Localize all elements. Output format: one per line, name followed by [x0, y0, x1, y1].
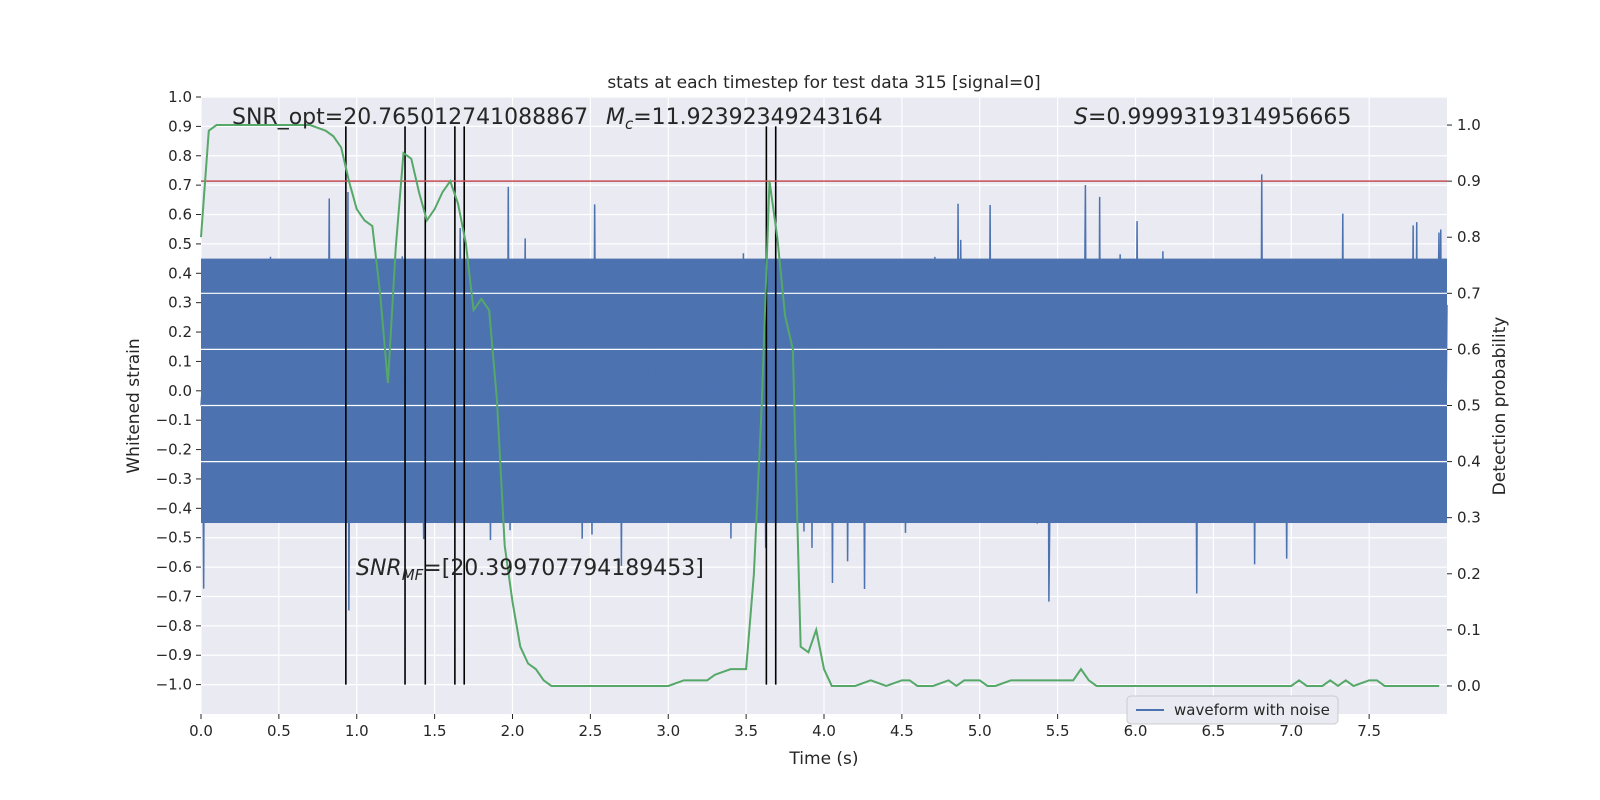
x-tick-label: 6.0 — [1124, 722, 1148, 740]
x-tick-label: 4.5 — [890, 722, 914, 740]
chart-title: stats at each timestep for test data 315… — [607, 73, 1040, 93]
y-tick-label: −0.9 — [156, 646, 192, 664]
x-tick-label: 0.5 — [267, 722, 291, 740]
x-tick-label: 4.0 — [812, 722, 836, 740]
mc-annotation: Mc=11.92392349243164 — [606, 105, 883, 133]
y-tick-label: 0.6 — [168, 206, 192, 224]
x-tick-label: 5.0 — [968, 722, 992, 740]
y-right-tick-label: 0.1 — [1457, 621, 1481, 639]
detection-probability-series — [200, 124, 1440, 688]
y-tick-label: −0.1 — [156, 411, 192, 429]
x-tick-label: 2.0 — [501, 722, 525, 740]
x-tick-label: 5.5 — [1046, 722, 1070, 740]
x-tick-label: 3.0 — [656, 722, 680, 740]
y-right-tick-label: 0.0 — [1457, 677, 1481, 695]
mc-subscript: c — [625, 115, 634, 133]
snr-mf-annotation: SNRMF=[20.399707794189453] — [356, 556, 704, 584]
s-symbol: S — [1074, 105, 1088, 130]
y-tick-label: −0.8 — [156, 617, 192, 635]
y-right-tick-label: 0.2 — [1457, 565, 1481, 583]
y-tick-label: 0.5 — [168, 235, 192, 253]
y-axis-right-ticks: 1.0 0.9 0.8 0.7 0.6 0.5 0.4 0.3 0.2 0.1 0.0 — [1447, 116, 1481, 695]
x-axis-label: Time (s) — [788, 749, 858, 769]
y-tick-label: −0.2 — [156, 441, 192, 459]
snr-opt-annotation: SNR_opt=20.765012741088867 — [232, 105, 588, 130]
x-tick-label: 7.5 — [1357, 722, 1381, 740]
vertical-markers — [345, 126, 777, 685]
snr-mf-symbol: SNR — [356, 556, 402, 581]
y-tick-label: −0.6 — [156, 558, 192, 576]
y-axis-ticks: 1.0 0.9 0.8 0.7 0.6 0.5 0.4 0.3 0.2 0.1 0.0 −0.1 −0.… — [156, 88, 201, 694]
y-tick-label: −0.3 — [156, 470, 192, 488]
x-tick-label: 1.5 — [423, 722, 447, 740]
y-tick-label: 0.9 — [168, 117, 192, 135]
y-tick-label: 0.4 — [168, 264, 192, 282]
mc-value: =11.92392349243164 — [633, 105, 882, 130]
x-tick-label: 0.0 — [189, 722, 213, 740]
detection-probability-line — [200, 124, 1440, 688]
y-right-tick-label: 0.4 — [1457, 453, 1481, 471]
y-tick-label: 0.1 — [168, 352, 192, 370]
y-tick-label: 1.0 — [168, 88, 192, 106]
legend: waveform with noise — [1126, 695, 1339, 725]
y-right-tick-label: 0.8 — [1457, 228, 1481, 246]
y-tick-label: 0.8 — [168, 147, 192, 165]
y-right-tick-label: 0.7 — [1457, 284, 1481, 302]
legend-label: waveform with noise — [1174, 701, 1330, 719]
x-tick-label: 3.5 — [734, 722, 758, 740]
y-axis-right-label: Detection probability — [1490, 317, 1510, 496]
y-right-tick-label: 0.6 — [1457, 340, 1481, 358]
x-tick-label: 7.0 — [1279, 722, 1303, 740]
mc-symbol: M — [606, 105, 625, 130]
s-annotation: S=0.9999319314956665 — [1074, 105, 1351, 130]
x-tick-label: 6.5 — [1201, 722, 1225, 740]
y-right-tick-label: 0.5 — [1457, 397, 1481, 415]
waveform-series — [200, 174, 1448, 611]
y-tick-label: −0.5 — [156, 529, 192, 547]
snr-mf-value: =[20.399707794189453] — [423, 556, 704, 581]
y-axis-label: Whitened strain — [124, 338, 144, 473]
y-tick-label: −0.7 — [156, 587, 192, 605]
legend-box — [1126, 695, 1339, 725]
s-value: =0.9999319314956665 — [1088, 105, 1351, 130]
snr-mf-subscript: MF — [402, 566, 424, 584]
y-tick-label: 0.7 — [168, 176, 192, 194]
x-tick-label: 1.0 — [345, 722, 369, 740]
y-right-tick-label: 0.9 — [1457, 172, 1481, 190]
y-tick-label: 0.2 — [168, 323, 192, 341]
x-tick-label: 2.5 — [578, 722, 602, 740]
y-tick-label: 0.3 — [168, 294, 192, 312]
y-right-tick-label: 1.0 — [1457, 116, 1481, 134]
waveform-line — [200, 174, 1448, 611]
x-axis-ticks: 0.0 0.5 1.0 1.5 2.0 2.5 3.0 3.5 4.0 4.5 5.0 5.5 6.0 6… — [189, 714, 1381, 740]
y-tick-label: −0.4 — [156, 499, 192, 517]
y-tick-label: 0.0 — [168, 382, 192, 400]
y-tick-label: −1.0 — [156, 676, 192, 694]
y-right-tick-label: 0.3 — [1457, 509, 1481, 527]
